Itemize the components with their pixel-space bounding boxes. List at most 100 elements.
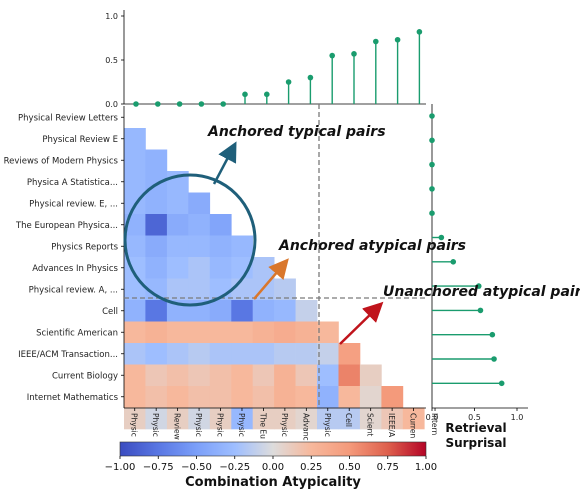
right-stem-marker	[450, 259, 457, 265]
heatmap-cell	[231, 278, 254, 301]
heatmap-cell	[188, 257, 211, 279]
top-stem-marker	[351, 51, 357, 57]
heatmap-cell	[124, 300, 146, 322]
top-stem-marker	[373, 38, 379, 45]
heatmap-cell	[252, 321, 275, 344]
heatmap-col-label: Physic	[130, 413, 139, 437]
top-stem-marker	[416, 29, 423, 35]
right-panel: 0.0 0.5 1.0 Retrieval Surprisal	[426, 104, 528, 450]
right-stem-marker	[429, 113, 435, 119]
heatmap-cell	[124, 321, 146, 344]
top-ytick-label: 1.0	[105, 12, 118, 21]
heatmap-row-label: Current Biology	[52, 371, 118, 381]
heatmap-cell	[166, 364, 189, 387]
top-ytick-label: 0.5	[105, 56, 118, 65]
heatmap-cell	[145, 257, 168, 279]
top-panel: 0.0 0.5 1.0	[105, 10, 426, 109]
heatmap-cell	[166, 235, 189, 258]
heatmap-row-label: Scientific American	[36, 328, 118, 338]
heatmap-cell	[274, 386, 296, 408]
heatmap-cell	[209, 364, 232, 387]
heatmap-cell	[209, 235, 232, 258]
colorbar-tick-label: 0.00	[262, 462, 284, 473]
heatmap-row-label: Physical review. E, ...	[29, 199, 118, 209]
heatmap-row-label: Internet Mathematics	[27, 393, 119, 403]
heatmap-cell	[209, 300, 232, 322]
heatmap-cell	[295, 364, 318, 387]
arrow-typical	[212, 141, 237, 185]
colorbar-tick-label: 0.75	[377, 462, 399, 473]
heatmap-cell	[145, 364, 168, 387]
heatmap-col-label: IEEE/A	[387, 413, 396, 438]
heatmap-cell	[166, 407, 189, 430]
heatmap-row-label: Advances In Physics	[32, 264, 118, 274]
heatmap-cell	[124, 364, 146, 387]
top-stem-marker	[329, 52, 336, 59]
heatmap-cell	[145, 321, 168, 344]
right-xtick-label: 1.0	[511, 413, 524, 422]
heatmap-cell	[381, 386, 404, 408]
heatmap-row-label: Cell	[102, 307, 118, 317]
heatmap-row-label: Physical Review Letters	[18, 113, 119, 123]
heatmap-cell	[145, 278, 168, 301]
heatmap-cell	[124, 343, 146, 365]
heatmap-cell	[252, 386, 275, 408]
heatmap-row-label: Physica A Statistica...	[27, 178, 118, 188]
heatmap-cell	[317, 407, 339, 430]
heatmap-cell	[231, 343, 254, 365]
heatmap-cell	[317, 343, 339, 365]
right-stem-marker	[498, 380, 505, 387]
heatmap-cell	[274, 364, 296, 387]
arrow-atypical	[253, 258, 289, 300]
top-stem-marker	[285, 79, 292, 85]
heatmap-row-label: Physics Reports	[51, 242, 118, 252]
anchored-typical-circle	[123, 173, 257, 307]
heatmap-cell	[295, 407, 318, 430]
top-stem-marker	[307, 74, 314, 81]
heatmap-cell	[295, 300, 318, 322]
heatmap-cell	[209, 407, 232, 430]
heatmap-cell	[188, 343, 211, 365]
heatmap-col-label: Physic	[216, 413, 225, 437]
heatmap-panel: Physical Review Letters Physical Review E…	[4, 104, 439, 441]
heatmap-cell	[209, 257, 232, 279]
top-stem-marker	[133, 101, 139, 107]
heatmap-row-label: The European Physica...	[15, 221, 118, 231]
heatmap-cell	[338, 343, 361, 365]
heatmap-cell	[188, 235, 211, 258]
right-stem-marker	[477, 307, 484, 314]
heatmap-col-label: Physic	[323, 413, 332, 437]
heatmap-cell	[231, 364, 254, 387]
top-stem-marker	[264, 91, 270, 98]
heatmap-cell	[145, 235, 168, 258]
heatmap-col-label: Cell	[344, 413, 353, 427]
heatmap-cell	[166, 386, 189, 408]
heatmap-cell	[124, 278, 146, 301]
right-xtick-label: 0.5	[468, 413, 481, 422]
right-stem-marker	[475, 283, 482, 289]
heatmap-cell	[188, 407, 211, 430]
heatmap-cell	[231, 257, 254, 279]
heatmap-col-label: Advanc	[301, 413, 310, 441]
heatmap-cell	[124, 386, 146, 408]
heatmap-cell	[124, 235, 146, 258]
heatmap-cell	[252, 343, 275, 365]
right-stem-marker	[429, 161, 435, 168]
heatmap-cell	[145, 214, 168, 236]
heatmap-cell	[145, 386, 168, 408]
heatmap-cell	[317, 364, 339, 387]
right-stem-marker	[429, 186, 435, 192]
heatmap-cell	[188, 214, 211, 236]
heatmap-cell	[295, 386, 318, 408]
heatmap-cell	[231, 386, 254, 408]
heatmap-cell	[381, 407, 404, 430]
heatmap-cell	[124, 171, 146, 193]
heatmap-col-label: Intern	[430, 413, 439, 435]
heatmap-row-label: Reviews of Modern Physics	[4, 156, 119, 166]
heatmap-col-label: Physic	[151, 413, 160, 437]
heatmap-cell	[295, 321, 318, 344]
top-stem-marker	[242, 91, 248, 98]
colorbar-tick-label: 0.50	[338, 462, 360, 473]
annotations: Anchored typical pairs Anchored atypical…	[207, 124, 580, 345]
